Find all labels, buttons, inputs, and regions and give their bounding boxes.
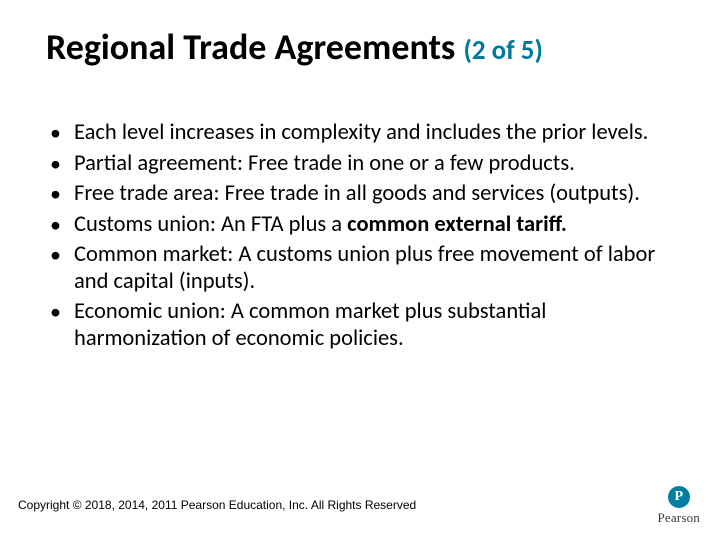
bullet-text-pre: Free trade area: Free trade in all goods… <box>74 180 640 207</box>
list-item: Free trade area: Free trade in all goods… <box>46 181 676 208</box>
bullet-text-pre: Economic union: A common market plus sub… <box>74 298 546 352</box>
list-item: Common market: A customs union plus free… <box>46 242 676 295</box>
title-counter: (2 of 5) <box>463 34 542 67</box>
list-item: Economic union: A common market plus sub… <box>46 299 676 352</box>
bullet-text-bold: common external tariff. <box>347 211 567 238</box>
bullet-text-pre: Common market: A customs union plus free… <box>74 241 655 295</box>
slide: Regional Trade Agreements (2 of 5) Each … <box>0 0 720 540</box>
bullet-list: Each level increases in complexity and i… <box>46 120 676 352</box>
slide-title: Regional Trade Agreements (2 of 5) <box>46 28 700 68</box>
bullet-text-pre: Partial agreement: Free trade in one or … <box>74 150 575 177</box>
logo-mark-icon: P <box>668 486 690 508</box>
bullet-text-pre: Each level increases in complexity and i… <box>74 119 648 146</box>
bullet-text-pre: Customs union: An FTA plus a <box>74 211 347 238</box>
list-item: Customs union: An FTA plus a common exte… <box>46 212 676 239</box>
list-item: Each level increases in complexity and i… <box>46 120 676 147</box>
publisher-logo: P Pearson <box>657 486 700 526</box>
copyright-text: Copyright © 2018, 2014, 2011 Pearson Edu… <box>18 498 416 512</box>
list-item: Partial agreement: Free trade in one or … <box>46 151 676 178</box>
title-main: Regional Trade Agreements <box>46 25 463 69</box>
logo-name: Pearson <box>657 510 700 526</box>
slide-body: Each level increases in complexity and i… <box>46 120 676 356</box>
